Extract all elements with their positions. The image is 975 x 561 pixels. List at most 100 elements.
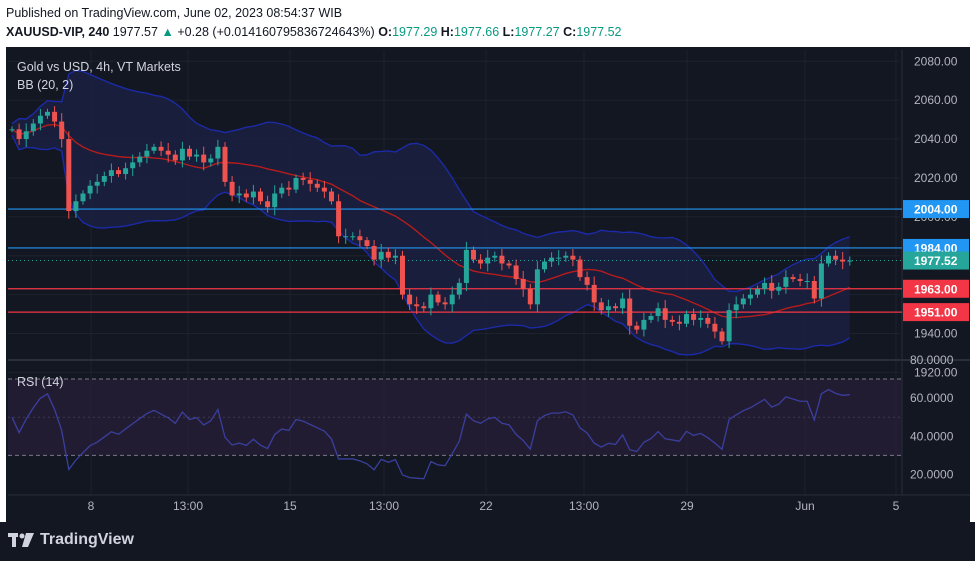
candle-body	[250, 191, 256, 198]
candle-body	[435, 294, 441, 303]
price-tick-label: 2040.00	[914, 132, 958, 146]
level-tag-1951.00	[903, 303, 969, 322]
candle-body	[627, 298, 633, 326]
candle-body	[662, 308, 668, 320]
candle-body	[123, 168, 129, 175]
candle-body	[272, 193, 278, 208]
candle-body	[385, 251, 391, 258]
candle-body	[45, 111, 50, 116]
candle-body	[265, 201, 271, 208]
candle-body	[201, 154, 207, 163]
candle-body	[471, 249, 476, 260]
candle-body	[407, 294, 413, 305]
level-tag-1963.00	[903, 279, 969, 298]
candle-body	[158, 146, 164, 151]
candle-body	[513, 265, 519, 280]
candle-body	[87, 185, 93, 194]
candle-body	[747, 294, 753, 299]
candle-body	[286, 187, 292, 190]
candle-body	[80, 193, 86, 202]
bollinger-legend: BB (20, 2)	[17, 78, 74, 92]
candle-body	[52, 111, 58, 122]
price-change: +0.28 (+0.014160795836724643%)	[177, 25, 375, 39]
candle-body	[769, 282, 775, 291]
candle-body	[321, 187, 327, 192]
candle-body	[762, 282, 768, 289]
candle-body	[449, 294, 455, 305]
level-tag-text: 2004.00	[914, 203, 958, 217]
bollinger-upper-band	[11, 69, 851, 293]
up-arrow-icon: ▲	[161, 25, 174, 39]
candle-body	[684, 314, 689, 324]
candle-body	[9, 129, 15, 131]
last-price: 1977.57	[112, 25, 158, 39]
low-label: L:	[502, 25, 515, 39]
rsi-line	[11, 388, 850, 480]
tradingview-logo[interactable]: TradingView	[8, 531, 134, 549]
candle-body	[804, 281, 810, 282]
candle-body	[428, 294, 434, 309]
bollinger-fill	[12, 70, 850, 355]
candle-body	[243, 193, 249, 198]
rsi-tick-label: 20.0000	[910, 468, 954, 482]
candle-body	[329, 191, 334, 202]
candle-body	[719, 331, 725, 342]
candle-body	[620, 298, 626, 309]
rsi-tick-label: 40.0000	[910, 429, 954, 443]
candle-body	[549, 257, 555, 262]
candle-body	[116, 170, 121, 175]
candle-body	[797, 279, 803, 281]
candle-body	[101, 176, 107, 182]
candle-body	[442, 302, 448, 305]
candle-body	[726, 310, 732, 342]
candle-body	[336, 201, 342, 237]
publish-header: Published on TradingView.com, June 02, 2…	[0, 0, 975, 45]
candle-body	[634, 325, 640, 330]
candle-body	[520, 279, 526, 289]
candle-body	[733, 304, 739, 311]
time-tick-label: Jun	[795, 499, 814, 513]
candle-body	[755, 288, 760, 295]
candle-body	[826, 255, 831, 264]
candle-body	[59, 121, 65, 140]
candle-body	[790, 277, 796, 280]
chart-title: Gold vs USD, 4h, VT Markets	[17, 60, 181, 74]
candle-body	[400, 255, 405, 295]
candle-body	[172, 154, 178, 161]
candle-body	[527, 288, 533, 305]
open-label: O:	[378, 25, 393, 39]
candle-body	[485, 257, 491, 264]
candle-body	[811, 281, 817, 299]
high-label: H:	[440, 25, 454, 39]
rsi-tick-label: 80.0000	[910, 353, 954, 367]
time-tick-label: 15	[283, 499, 297, 513]
price-tick-label: 2080.00	[914, 54, 958, 68]
candle-body	[605, 306, 611, 311]
candle-body	[847, 260, 853, 262]
time-tick-label: 22	[479, 499, 493, 513]
candle-body	[307, 179, 313, 184]
symbol-name: XAUUSD-VIP, 240	[6, 25, 110, 39]
candle-body	[194, 154, 200, 157]
candle-body	[542, 261, 547, 270]
rsi-legend: RSI (14)	[17, 375, 64, 389]
level-tag-2004.00	[903, 200, 969, 219]
candle-body	[563, 255, 569, 258]
bollinger-basis	[11, 123, 851, 319]
candle-body	[584, 277, 590, 285]
candle-body	[215, 146, 221, 159]
close-label: C:	[563, 25, 577, 39]
current-price-tag-text: 1977.52	[914, 254, 958, 268]
candle-body	[37, 115, 43, 124]
level-tag-text: 1951.00	[914, 306, 958, 320]
candle-body	[740, 298, 746, 305]
candle-body	[414, 304, 420, 307]
time-tick-label: 13:00	[369, 499, 399, 513]
candle-body	[698, 317, 704, 320]
time-tick-label: 8	[88, 499, 95, 513]
candle-body	[364, 240, 370, 246]
candle-body	[208, 158, 214, 163]
candle-body	[258, 191, 263, 202]
price-tick-label: 2020.00	[914, 171, 958, 185]
